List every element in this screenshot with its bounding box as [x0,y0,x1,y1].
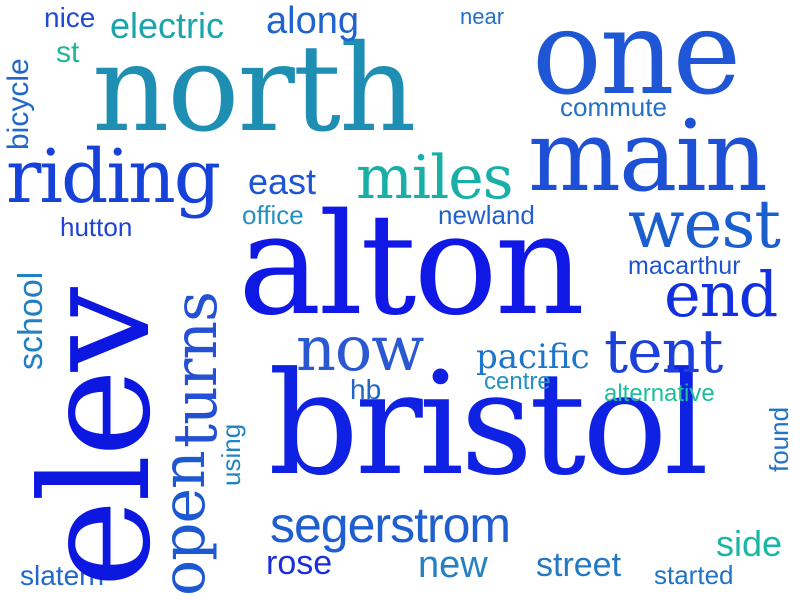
word-started: started [654,560,734,590]
word-street: street [536,546,622,584]
word-st: st [56,36,80,69]
word-east: east [248,161,317,202]
word-electric: electric [110,5,225,46]
word-side: side [716,523,783,564]
word-using: using [216,423,246,486]
word-riding: riding [6,134,221,220]
word-bristol: bristol [268,342,709,507]
word-miles: miles [356,143,514,213]
word-along: along [266,0,359,42]
word-now: now [296,312,424,385]
word-end: end [664,258,778,331]
word-alternative: alternative [604,380,715,407]
word-nice: nice [44,2,96,33]
word-north: north [92,20,416,159]
word-main: main [528,100,768,214]
word-macarthur: macarthur [628,252,741,280]
word-alton: alton [238,184,585,347]
word-segerstrom: segerstrom [270,497,511,553]
word-slatern: slatern [20,560,105,591]
word-new: new [418,544,488,586]
word-office: office [242,200,304,230]
word-one: one [532,0,741,121]
word-open: open [149,451,219,596]
word-bicycle: bicycle [2,58,35,150]
word-commute: commute [560,92,667,122]
word-hb: hb [350,374,382,405]
word-tent: tent [604,317,723,387]
word-west: west [628,186,781,263]
word-school: school [12,271,50,370]
word-pacific: pacific [476,337,590,377]
word-newland: newland [438,200,535,230]
word-hutton: hutton [60,212,133,242]
word-centre: centre [484,368,551,395]
word-rose: rose [266,544,333,582]
word-near: near [460,4,505,29]
word-found: found [764,406,794,472]
